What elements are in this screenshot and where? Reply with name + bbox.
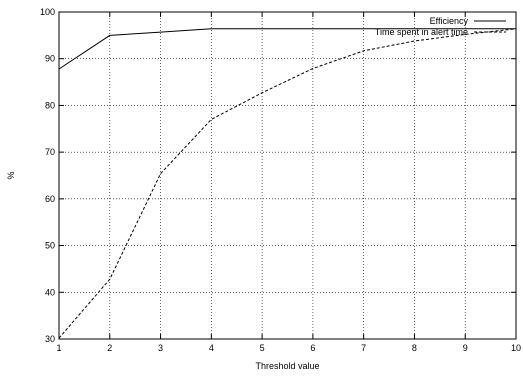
axis-ticks: 1 2 3 4 5 6 7 8 9 10 30 40 50 60 70 80 90 100 [40, 7, 521, 353]
x-tick-label: 6 [310, 343, 315, 353]
legend: Efficiency Time spent in alert time [375, 16, 506, 37]
plot-frame [58, 11, 517, 340]
x-tick-label: 1 [56, 343, 61, 353]
x-tick-label: 10 [511, 343, 521, 353]
x-tick-label: 7 [361, 343, 366, 353]
grid [59, 12, 516, 339]
y-tick-label: 80 [45, 100, 55, 110]
legend-label-time-spent-in-alert-time: Time spent in alert time [375, 27, 468, 37]
y-tick-label: 40 [45, 287, 55, 297]
x-tick-label: 8 [412, 343, 417, 353]
x-tick-label: 2 [107, 343, 112, 353]
y-tick-label: 50 [45, 241, 55, 251]
y-axis-label: % [6, 171, 16, 179]
x-axis-label: Threshold value [255, 361, 319, 371]
x-tick-label: 5 [260, 343, 265, 353]
series-line-efficiency [58, 28, 516, 70]
y-tick-label: 60 [45, 194, 55, 204]
x-tick-label: 9 [463, 343, 468, 353]
legend-label-efficiency: Efficiency [430, 16, 469, 26]
y-tick-label: 30 [45, 334, 55, 344]
x-tick-label: 4 [209, 343, 214, 353]
x-tick-label: 3 [158, 343, 163, 353]
y-tick-label: 100 [40, 7, 55, 17]
y-tick-label: 70 [45, 147, 55, 157]
series-line-time-spent-in-alert-time [58, 28, 517, 339]
series-lines [58, 28, 517, 339]
y-tick-label: 90 [45, 54, 55, 64]
